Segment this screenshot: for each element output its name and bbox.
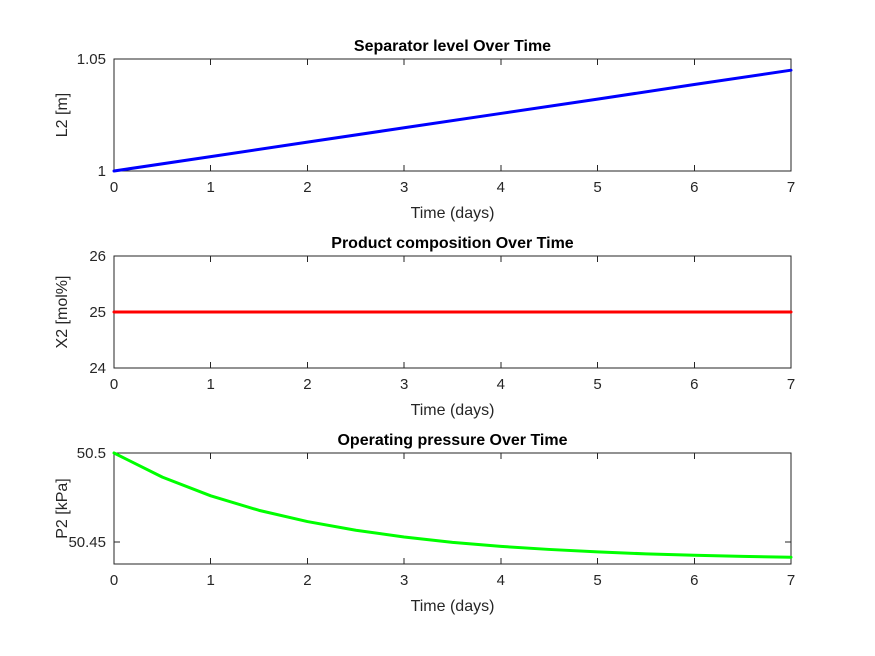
y-tick-label: 24	[89, 360, 106, 377]
x-tick-label: 6	[690, 572, 698, 589]
subplot-3: 0 1 2 3 4 5 6 7 50.45 50.5 Operating pressure Over…	[54, 432, 795, 615]
x-axis-label: Time (days)	[411, 205, 495, 222]
series-line-1	[112, 68, 793, 173]
x-tick-label: 0	[110, 179, 118, 196]
y-tick-label: 25	[89, 304, 106, 321]
x-tick-label: 1	[207, 179, 215, 196]
plot-area-3	[113, 452, 792, 565]
x-tick-label: 2	[303, 376, 311, 393]
y-axis-label: P2 [kPa]	[54, 478, 71, 538]
x-tick-label: 1	[207, 572, 215, 589]
x-tick-label: 6	[690, 376, 698, 393]
subplot-2: 0 1 2 3 4 5 6 7 24 25 26 Product composition Over T…	[54, 235, 795, 419]
x-tick-label: 7	[787, 572, 795, 589]
x-tick-label: 3	[400, 179, 408, 196]
x-tick-label: 2	[303, 572, 311, 589]
x-tick-label: 0	[110, 572, 118, 589]
x-tick-label: 4	[497, 376, 505, 393]
y-tick-label: 26	[89, 248, 106, 265]
x-tick-label: 5	[593, 179, 601, 196]
x-tick-label: 7	[787, 376, 795, 393]
y-tick-label: 1	[98, 163, 106, 180]
x-tick-label: 1	[207, 376, 215, 393]
y-tick-label: 1.05	[77, 51, 106, 68]
series-line-3	[112, 451, 793, 559]
x-tick-label: 0	[110, 376, 118, 393]
x-tick-label: 5	[593, 376, 601, 393]
x-tick-label: 6	[690, 179, 698, 196]
y-axis-label: X2 [mol%]	[54, 276, 71, 349]
x-tick-label: 3	[400, 572, 408, 589]
x-tick-label: 2	[303, 179, 311, 196]
x-axis-label: Time (days)	[411, 402, 495, 419]
x-axis-label: Time (days)	[411, 598, 495, 615]
x-tick-label: 4	[497, 572, 505, 589]
chart-title: Operating pressure Over Time	[337, 432, 567, 449]
x-tick-label: 3	[400, 376, 408, 393]
y-tick-label: 50.45	[68, 534, 106, 551]
y-axis-label: L2 [m]	[54, 93, 71, 137]
chart-title: Product composition Over Time	[331, 235, 574, 252]
chart-title: Separator level Over Time	[354, 38, 551, 55]
x-tick-label: 4	[497, 179, 505, 196]
y-tick-label: 50.5	[77, 445, 106, 462]
x-tick-label: 7	[787, 179, 795, 196]
plot-area-1	[113, 58, 792, 172]
x-tick-label: 5	[593, 572, 601, 589]
